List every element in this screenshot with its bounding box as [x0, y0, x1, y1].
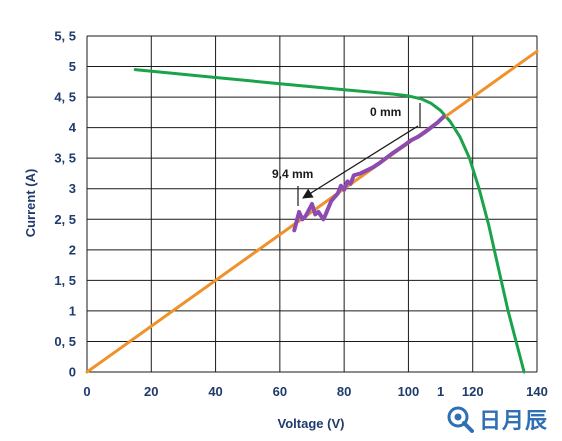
y-tick-label-1: 0, 5	[54, 334, 76, 349]
distance-arrow	[302, 125, 419, 199]
x-tick-label-5: 100	[398, 384, 420, 399]
y-tick-label-7: 3, 5	[54, 151, 76, 166]
y-tick-label-11: 5, 5	[54, 29, 76, 44]
x-tick-label-0: 0	[83, 384, 90, 399]
x-tick-label-1: 20	[144, 384, 158, 399]
watermark-text: 日月辰	[478, 409, 548, 434]
x-axis-title: Voltage (V)	[278, 416, 345, 431]
y-axis-title: Current (A)	[23, 169, 38, 238]
y-tick-label-3: 1, 5	[54, 273, 76, 288]
series-line-0	[133, 68, 526, 374]
y-tick-label-8: 4	[69, 120, 77, 135]
series-group	[85, 49, 539, 374]
watermark: 日月辰	[445, 403, 548, 435]
grid	[86, 35, 538, 373]
x-tick-label-7: 140	[526, 384, 548, 399]
annotation-0mm: 0 mm	[370, 105, 401, 119]
annotation-9-4mm: 9,4 mm	[272, 167, 313, 181]
series-line-2	[292, 114, 446, 233]
y-tick-label-10: 5	[69, 59, 76, 74]
y-tick-label-0: 0	[69, 365, 76, 380]
y-tick-label-6: 3	[69, 181, 76, 196]
x-tick-label-2: 40	[208, 384, 222, 399]
y-tick-label-5: 2, 5	[54, 212, 76, 227]
x-tick-label-4: 80	[337, 384, 351, 399]
watermark-logo-icon	[447, 406, 474, 433]
annotation-group: 0 mm 9,4 mm	[272, 103, 421, 206]
x-tick-label-extra: 1	[437, 384, 444, 399]
tick-labels: 0 20 40 60 80 100 120 140 1 0 0, 5 1 1, 5 2 2, 5 3 3, 5 4…	[54, 29, 548, 400]
y-tick-label-9: 4, 5	[54, 90, 76, 105]
x-tick-label-6: 120	[462, 384, 484, 399]
series-line-1	[85, 49, 539, 374]
y-tick-label-2: 1	[69, 303, 76, 318]
y-tick-label-4: 2	[69, 242, 76, 257]
x-tick-label-3: 60	[273, 384, 287, 399]
